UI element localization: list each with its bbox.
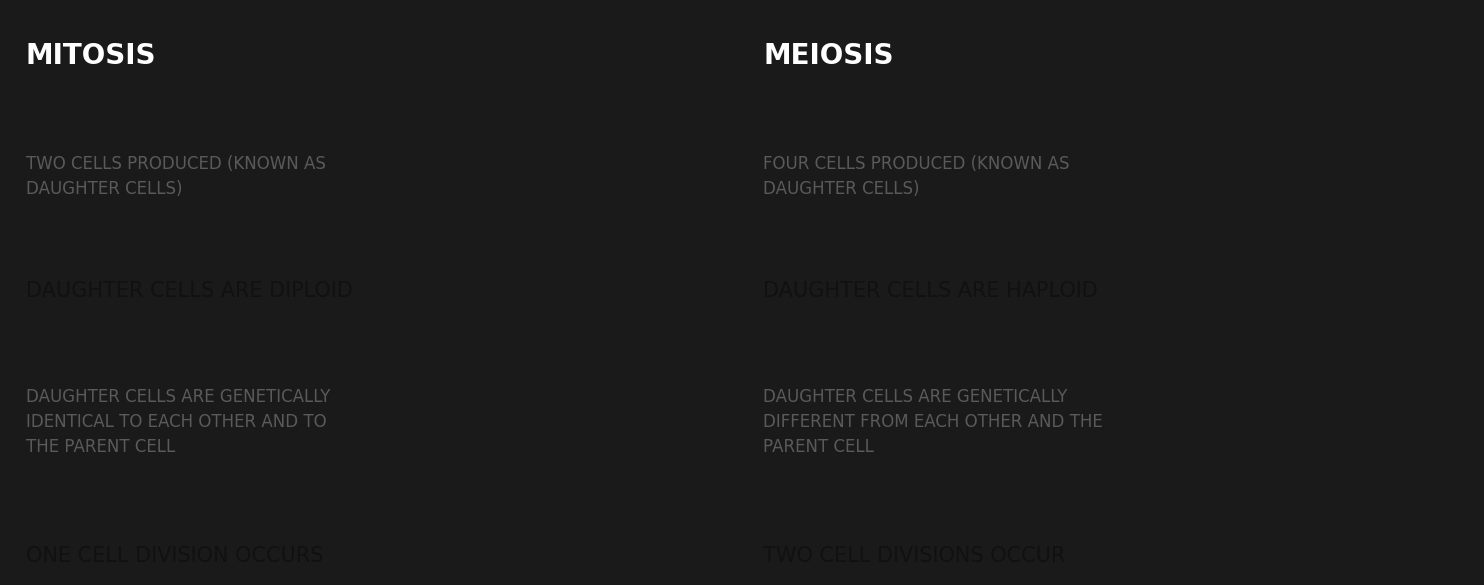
Text: DAUGHTER CELLS ARE HAPLOID: DAUGHTER CELLS ARE HAPLOID [763, 281, 1098, 301]
Text: ONE CELL DIVISION OCCURS: ONE CELL DIVISION OCCURS [27, 546, 324, 566]
Text: DAUGHTER CELLS ARE GENETICALLY
IDENTICAL TO EACH OTHER AND TO
THE PARENT CELL: DAUGHTER CELLS ARE GENETICALLY IDENTICAL… [27, 388, 331, 456]
Text: TWO CELL DIVISIONS OCCUR: TWO CELL DIVISIONS OCCUR [763, 546, 1066, 566]
Text: FOUR CELLS PRODUCED (KNOWN AS
DAUGHTER CELLS): FOUR CELLS PRODUCED (KNOWN AS DAUGHTER C… [763, 154, 1070, 198]
Text: MITOSIS: MITOSIS [27, 42, 156, 70]
Text: DAUGHTER CELLS ARE DIPLOID: DAUGHTER CELLS ARE DIPLOID [27, 281, 353, 301]
Text: MEIOSIS: MEIOSIS [763, 42, 893, 70]
Text: TWO CELLS PRODUCED (KNOWN AS
DAUGHTER CELLS): TWO CELLS PRODUCED (KNOWN AS DAUGHTER CE… [27, 154, 326, 198]
Text: DAUGHTER CELLS ARE GENETICALLY
DIFFERENT FROM EACH OTHER AND THE
PARENT CELL: DAUGHTER CELLS ARE GENETICALLY DIFFERENT… [763, 388, 1103, 456]
